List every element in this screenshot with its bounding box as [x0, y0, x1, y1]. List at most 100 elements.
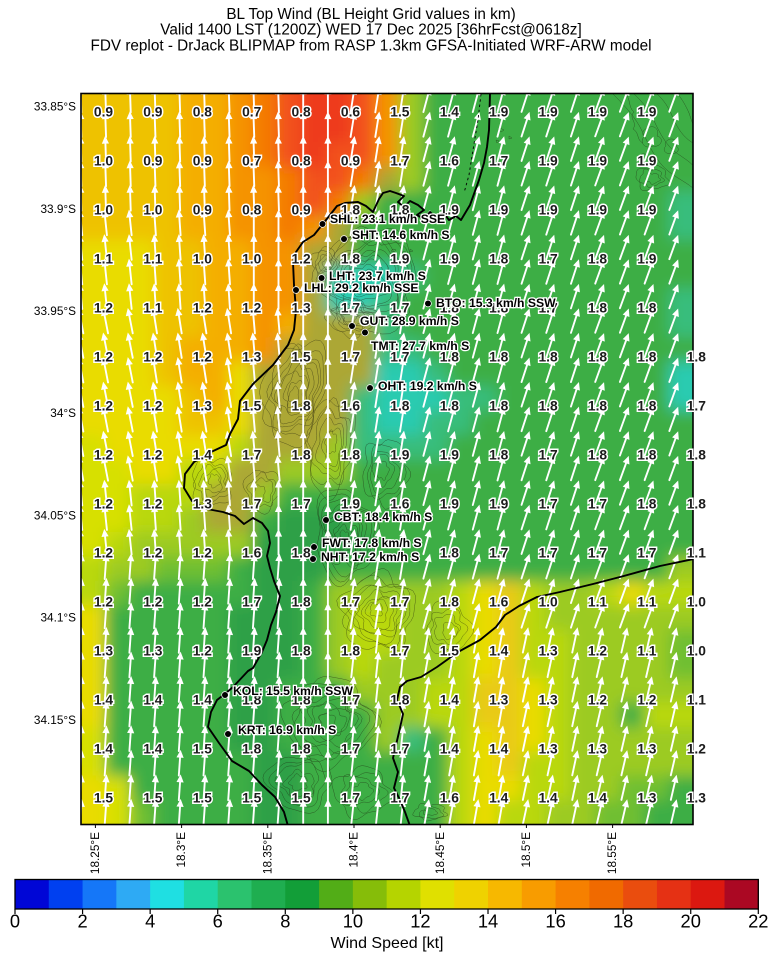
svg-text:1.8: 1.8: [341, 644, 361, 659]
svg-text:1.8: 1.8: [489, 448, 509, 463]
svg-text:1.9: 1.9: [440, 252, 460, 267]
svg-text:0: 0: [10, 911, 20, 932]
svg-text:1.7: 1.7: [539, 252, 559, 267]
svg-text:1.2: 1.2: [637, 693, 657, 708]
svg-text:1.9: 1.9: [637, 154, 657, 169]
svg-text:TMT: 27.7 km/h S: TMT: 27.7 km/h S: [371, 339, 469, 353]
svg-text:1.7: 1.7: [242, 595, 262, 610]
svg-text:1.4: 1.4: [440, 693, 460, 708]
svg-text:1.4: 1.4: [440, 105, 460, 120]
svg-text:1.2: 1.2: [94, 448, 114, 463]
svg-text:0.8: 0.8: [292, 154, 312, 169]
svg-text:1.4: 1.4: [143, 693, 163, 708]
svg-text:1.7: 1.7: [539, 301, 559, 316]
svg-text:1.4: 1.4: [440, 742, 460, 757]
svg-text:1.3: 1.3: [637, 742, 657, 757]
svg-text:34°S: 34°S: [50, 406, 76, 420]
svg-text:1.9: 1.9: [489, 497, 509, 512]
svg-text:1.2: 1.2: [143, 448, 163, 463]
svg-text:1.8: 1.8: [440, 350, 460, 365]
svg-text:18.45°E: 18.45°E: [433, 832, 447, 874]
svg-text:1.8: 1.8: [637, 497, 657, 512]
svg-text:1.5: 1.5: [94, 791, 114, 806]
svg-text:4: 4: [145, 911, 155, 932]
svg-text:1.4: 1.4: [489, 742, 509, 757]
svg-text:1.8: 1.8: [539, 399, 559, 414]
svg-text:0.9: 0.9: [193, 203, 213, 218]
svg-text:LHL: 29.2 km/h SSE: LHL: 29.2 km/h SSE: [304, 281, 418, 295]
svg-text:KRT: 16.9 km/h S: KRT: 16.9 km/h S: [238, 723, 336, 737]
svg-text:18: 18: [613, 911, 633, 932]
svg-text:10: 10: [343, 911, 363, 932]
svg-text:0.8: 0.8: [193, 105, 213, 120]
svg-text:18.5°E: 18.5°E: [519, 832, 533, 868]
svg-text:1.2: 1.2: [292, 252, 312, 267]
svg-text:1.2: 1.2: [143, 546, 163, 561]
svg-text:1.0: 1.0: [94, 154, 114, 169]
svg-text:1.7: 1.7: [390, 644, 410, 659]
svg-text:KOL: 15.5 km/h SSW: KOL: 15.5 km/h SSW: [233, 684, 353, 698]
svg-text:1.7: 1.7: [292, 497, 312, 512]
svg-text:1.7: 1.7: [687, 399, 707, 414]
svg-text:1.9: 1.9: [637, 252, 657, 267]
svg-text:1.5: 1.5: [242, 791, 262, 806]
svg-text:1.9: 1.9: [539, 203, 559, 218]
svg-text:1.9: 1.9: [588, 203, 608, 218]
svg-text:1.7: 1.7: [390, 154, 410, 169]
svg-text:0.9: 0.9: [292, 203, 312, 218]
svg-text:1.2: 1.2: [143, 595, 163, 610]
svg-text:1.5: 1.5: [292, 350, 312, 365]
svg-text:0.9: 0.9: [94, 105, 114, 120]
svg-text:1.3: 1.3: [588, 742, 608, 757]
svg-text:1.1: 1.1: [588, 595, 608, 610]
svg-text:1.8: 1.8: [489, 399, 509, 414]
svg-text:1.6: 1.6: [440, 791, 460, 806]
svg-text:1.9: 1.9: [539, 105, 559, 120]
svg-text:1.7: 1.7: [341, 301, 361, 316]
svg-text:1.5: 1.5: [390, 105, 410, 120]
svg-text:1.8: 1.8: [440, 399, 460, 414]
svg-text:0.9: 0.9: [341, 154, 361, 169]
svg-text:34.05°S: 34.05°S: [34, 508, 76, 522]
svg-text:1.7: 1.7: [588, 497, 608, 512]
svg-text:1.0: 1.0: [94, 203, 114, 218]
svg-text:1.3: 1.3: [292, 301, 312, 316]
svg-text:1.4: 1.4: [489, 791, 509, 806]
svg-text:1.2: 1.2: [242, 301, 262, 316]
svg-text:1.9: 1.9: [390, 252, 410, 267]
svg-text:1.8: 1.8: [292, 546, 312, 561]
svg-text:1.0: 1.0: [539, 595, 559, 610]
svg-text:1.8: 1.8: [341, 203, 361, 218]
svg-text:1.9: 1.9: [440, 497, 460, 512]
svg-text:1.3: 1.3: [687, 791, 707, 806]
svg-text:1.2: 1.2: [94, 595, 114, 610]
svg-text:1.6: 1.6: [341, 399, 361, 414]
svg-text:1.8: 1.8: [588, 399, 608, 414]
svg-text:1.8: 1.8: [341, 252, 361, 267]
svg-text:0.7: 0.7: [242, 105, 262, 120]
svg-text:1.2: 1.2: [193, 301, 213, 316]
svg-text:1.8: 1.8: [637, 301, 657, 316]
svg-text:1.8: 1.8: [242, 742, 262, 757]
svg-text:1.8: 1.8: [588, 448, 608, 463]
svg-text:1.8: 1.8: [637, 350, 657, 365]
svg-text:1.8: 1.8: [242, 693, 262, 708]
svg-text:1.4: 1.4: [489, 644, 509, 659]
svg-text:1.7: 1.7: [242, 448, 262, 463]
svg-text:8: 8: [280, 911, 290, 932]
svg-text:1.3: 1.3: [489, 693, 509, 708]
svg-text:1.0: 1.0: [143, 203, 163, 218]
svg-text:1.2: 1.2: [193, 595, 213, 610]
svg-text:GUT: 28.9 km/h S: GUT: 28.9 km/h S: [360, 314, 459, 328]
svg-text:1.4: 1.4: [539, 791, 559, 806]
svg-text:1.8: 1.8: [292, 448, 312, 463]
svg-text:1.8: 1.8: [489, 252, 509, 267]
svg-text:1.1: 1.1: [687, 546, 707, 561]
svg-text:1.8: 1.8: [390, 693, 410, 708]
svg-text:LHT: 23.7 km/h S: LHT: 23.7 km/h S: [329, 269, 426, 283]
svg-text:1.1: 1.1: [637, 644, 657, 659]
svg-text:1.8: 1.8: [687, 497, 707, 512]
svg-text:1.4: 1.4: [588, 791, 608, 806]
svg-text:1.5: 1.5: [292, 791, 312, 806]
svg-text:1.7: 1.7: [390, 595, 410, 610]
